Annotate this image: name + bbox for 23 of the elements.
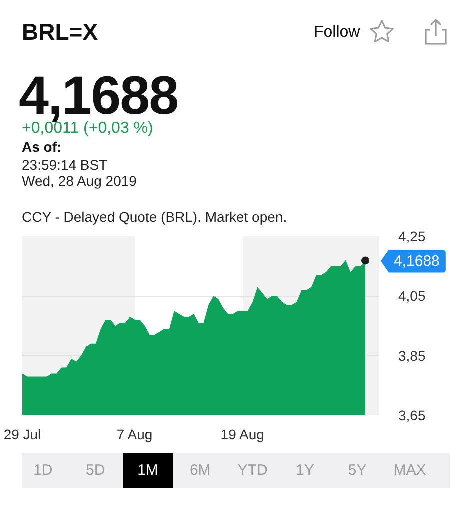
text: 5D [85, 461, 106, 481]
text: 4,1688 [381, 250, 446, 273]
text: MAX [392, 461, 428, 481]
text: Wed, 28 Aug 2019 [22, 172, 137, 191]
text: As of: [22, 138, 62, 157]
text: CCY - Delayed Quote (BRL). Market open. [22, 208, 288, 227]
y-tick-label: 4,05 [398, 288, 426, 304]
x-tick-label: 19 Aug [220, 426, 264, 442]
y-tick-label: 3,65 [398, 408, 426, 424]
text: YTD [236, 461, 269, 481]
text: 1Y [295, 461, 316, 481]
x-tick-label: 7 Aug [116, 426, 153, 442]
text: +0,0011 (+0,03 %) [22, 120, 154, 139]
text: 23:59:14 BST [22, 156, 108, 175]
text: 1D [32, 461, 54, 481]
text: 6M [188, 461, 212, 481]
text: 5Y [347, 461, 368, 481]
text: 1M [123, 453, 173, 488]
y-tick-label: 3,85 [398, 348, 426, 364]
text: Follow [314, 23, 360, 43]
x-tick-label: 29 Jul [4, 426, 42, 442]
chart-title: BRL=X [22, 18, 98, 47]
y-tick-label: 4,25 [398, 228, 426, 244]
